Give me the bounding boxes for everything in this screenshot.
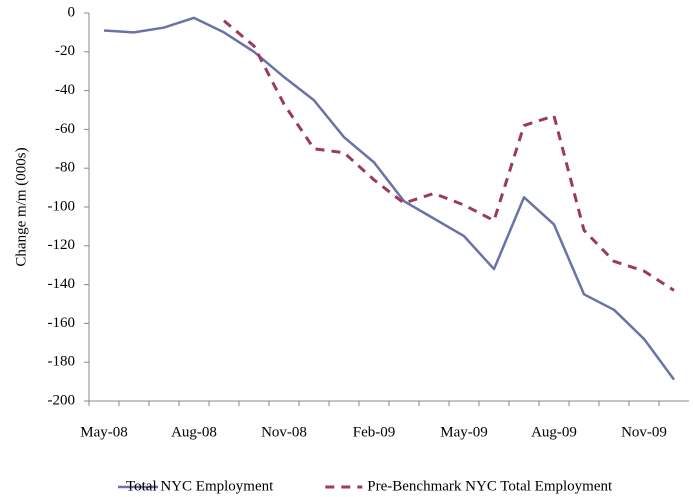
- legend-label: Total NYC Employment: [126, 478, 274, 494]
- y-tick-label: -40: [55, 82, 75, 98]
- y-tick-label: -100: [48, 198, 76, 214]
- y-tick-label: -160: [48, 315, 76, 331]
- x-tick-label: May-08: [80, 424, 128, 440]
- x-tick-label: May-09: [440, 424, 488, 440]
- series-line: [223, 19, 675, 292]
- series-line: [103, 16, 676, 381]
- x-tick-label: Nov-09: [621, 424, 667, 440]
- y-tick-label: 0: [68, 4, 76, 20]
- y-tick-label: -60: [55, 121, 75, 137]
- y-tick-label: -180: [48, 354, 76, 370]
- x-tick-label: Aug-08: [171, 424, 217, 440]
- x-tick-label: Aug-09: [531, 424, 577, 440]
- x-tick-label: Nov-08: [261, 424, 307, 440]
- y-tick-label: -20: [55, 43, 75, 59]
- y-axis-label: Change m/m (000s): [13, 147, 29, 266]
- legend-label: Pre-Benchmark NYC Total Employment: [367, 478, 613, 494]
- y-tick-label: -140: [48, 276, 76, 292]
- y-tick-label: -80: [55, 160, 75, 176]
- y-tick-label: -200: [48, 392, 76, 408]
- x-tick-label: Feb-09: [353, 424, 396, 440]
- y-tick-label: -120: [48, 237, 76, 253]
